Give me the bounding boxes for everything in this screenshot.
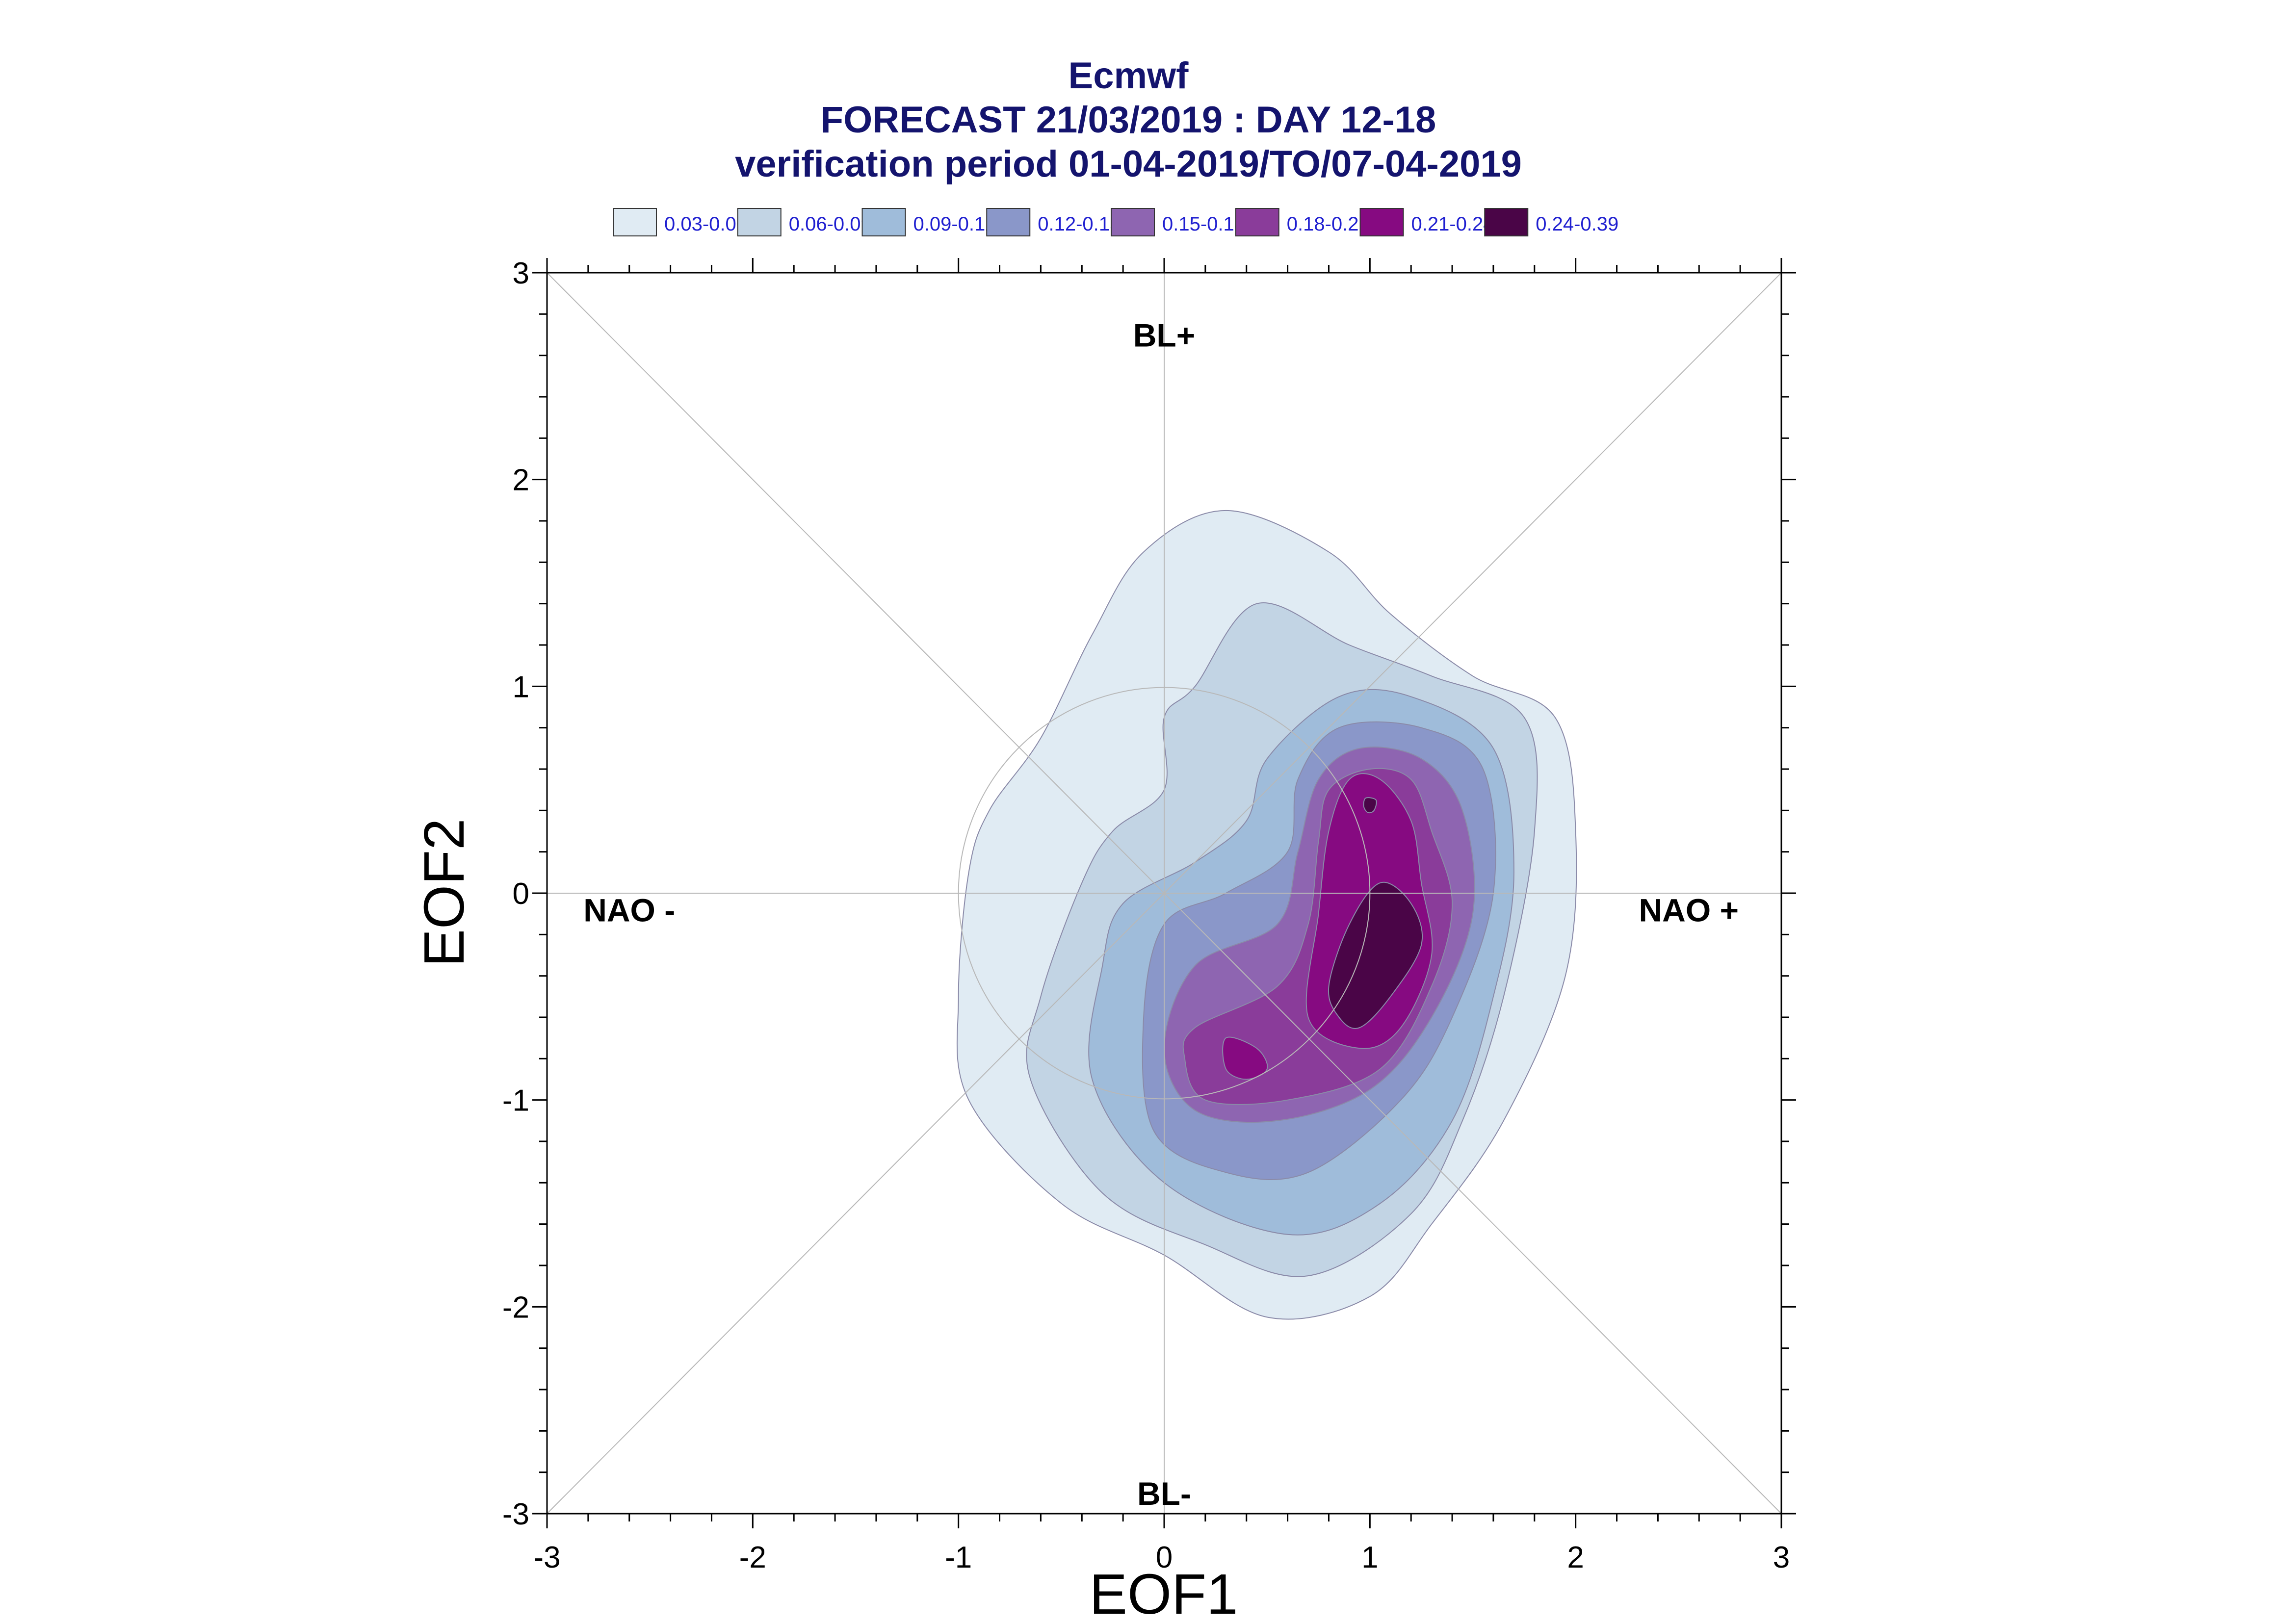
- legend-swatch: [861, 208, 906, 236]
- legend-swatch: [737, 208, 782, 236]
- axis-ticks: -3 -2 -1 0 1 2 3 3 2 1 0 -1 -2 -3: [502, 257, 1796, 1574]
- y-tick-label: 0: [513, 877, 529, 911]
- legend-swatch: [1111, 208, 1155, 236]
- legend-swatch: [1484, 208, 1529, 236]
- chart-title: Ecmwf: [1069, 55, 1189, 97]
- regime-label: BL+: [1133, 317, 1196, 354]
- y-tick-label: 3: [513, 257, 529, 290]
- regime-label: NAO +: [1639, 892, 1739, 928]
- y-tick-label: -2: [502, 1290, 529, 1324]
- y-tick-label: -3: [502, 1497, 529, 1531]
- x-tick-label: -3: [533, 1541, 560, 1574]
- regime-label: BL-: [1137, 1475, 1191, 1512]
- legend: 0.03-0.06 0.06-0.09 0.09-0.12 0.12-0.15 0.15…: [613, 208, 1618, 236]
- legend-label: 0.21-0.24: [1411, 213, 1494, 235]
- legend-swatch: [613, 208, 657, 236]
- legend-label: 0.15-0.18: [1162, 213, 1245, 235]
- legend-swatch: [1235, 208, 1279, 236]
- x-tick-label: 1: [1361, 1541, 1378, 1574]
- regime-labels: BL+ BL- NAO - NAO +: [583, 317, 1739, 1512]
- legend-swatch: [1359, 208, 1404, 236]
- x-tick-label: 2: [1567, 1541, 1584, 1574]
- legend-swatch: [986, 208, 1031, 236]
- y-axis-title: EOF2: [412, 819, 476, 967]
- legend-label: 0.24-0.39: [1536, 213, 1618, 235]
- legend-label: 0.03-0.06: [664, 213, 747, 235]
- density-contours: [956, 510, 1577, 1320]
- legend-label: 0.12-0.15: [1038, 213, 1121, 235]
- y-tick-label: -1: [502, 1084, 529, 1118]
- unit-circle: [958, 687, 1371, 1100]
- regime-label: NAO -: [583, 892, 675, 928]
- x-tick-label: 0: [1156, 1541, 1173, 1574]
- y-tick-label: 1: [513, 670, 529, 704]
- contour-0.24-0.39: [1328, 881, 1423, 1029]
- chart-subtitle: FORECAST 21/03/2019 : DAY 12-18: [821, 99, 1436, 141]
- x-tick-label: 3: [1773, 1541, 1790, 1574]
- x-tick-label: -1: [945, 1541, 972, 1574]
- x-axis-title: EOF1: [1090, 1562, 1238, 1624]
- reference-lines: [547, 272, 1782, 1514]
- diagonal-line: [547, 272, 1782, 1514]
- chart-subtitle-2: verification period 01-04-2019/TO/07-04-…: [735, 143, 1522, 185]
- x-tick-label: -2: [739, 1541, 766, 1574]
- contour-0.24-0.39: [1363, 797, 1377, 814]
- legend-label: 0.09-0.12: [913, 213, 996, 235]
- legend-label: 0.06-0.09: [789, 213, 872, 235]
- y-tick-label: 2: [513, 464, 529, 497]
- legend-label: 0.18-0.21: [1287, 213, 1370, 235]
